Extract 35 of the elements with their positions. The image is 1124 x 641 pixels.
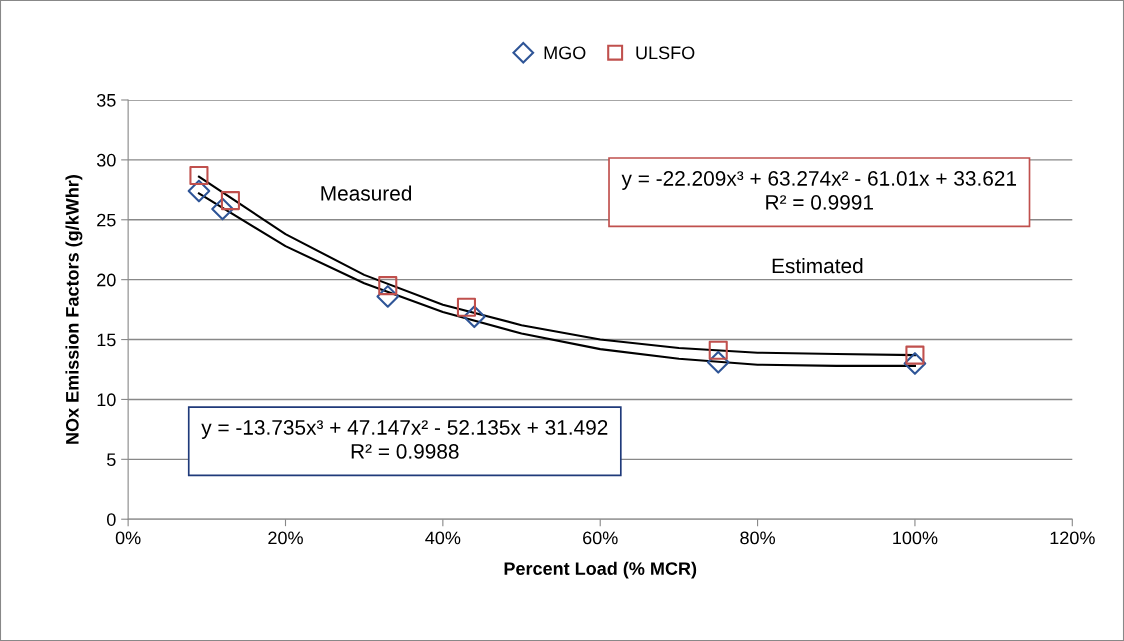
x-axis-title: Percent Load (% MCR)	[504, 561, 697, 579]
legend-label: MGO	[544, 46, 586, 60]
point	[706, 350, 730, 374]
point	[462, 305, 486, 329]
x-tick-label: 80%	[740, 531, 775, 545]
point	[187, 179, 211, 203]
annotation: Measured	[321, 185, 412, 201]
y-tick-label: 30	[96, 153, 116, 167]
point	[378, 276, 398, 296]
x-tick-label: 100%	[893, 531, 938, 545]
point	[220, 191, 240, 211]
y-tick-label: 15	[97, 333, 116, 347]
point	[708, 340, 728, 360]
point	[903, 352, 927, 375]
y-tick-label: 10	[97, 393, 116, 407]
point	[905, 345, 925, 365]
y-tick-label: 25	[97, 213, 116, 227]
y-tick-label: 35	[96, 93, 116, 107]
point	[456, 297, 477, 317]
annotation: y = -13.735x³ + 47.147x² - 52.135x + 31.492 R² = 0.9988	[201, 420, 608, 459]
y-axis-title: NOx Emission Factors (g/kWhr)	[65, 175, 83, 444]
y-tick-label: 20	[97, 273, 116, 287]
x-tick-label: 40%	[425, 531, 461, 545]
point	[189, 165, 209, 185]
x-tick-label: 0%	[115, 531, 141, 545]
annotation: y = -22.209x³ + 63.274x² - 61.01x + 33.621 R² = 0.9991	[621, 171, 1017, 210]
y-tick-label: 5	[107, 453, 116, 467]
x-tick-label: 20%	[268, 531, 303, 545]
annotation: Estimated	[772, 257, 863, 274]
point	[376, 285, 400, 308]
point	[211, 197, 234, 221]
x-tick-label: 120%	[1050, 531, 1095, 545]
y-tick-label: 0	[107, 513, 116, 526]
legend-label: ULSFO	[636, 46, 695, 60]
x-tick-label: 60%	[583, 531, 618, 545]
